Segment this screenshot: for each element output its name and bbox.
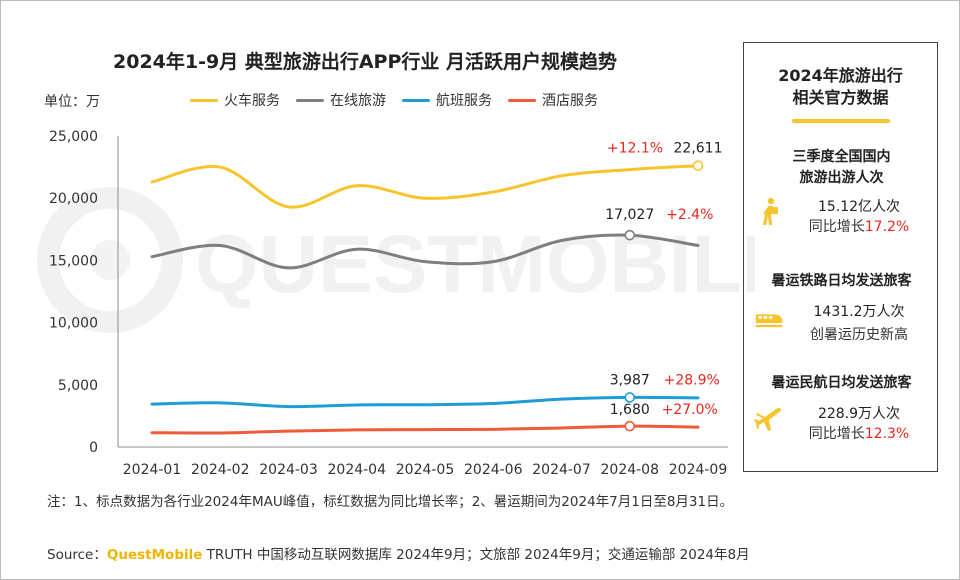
peak-marker-flight <box>624 392 636 403</box>
growth-label-flight: +28.9% <box>664 372 720 388</box>
side-panel-title-line2: 相关官方数据 <box>792 88 889 107</box>
series-line-online <box>150 233 700 270</box>
unit-label: 单位：万 <box>44 94 100 110</box>
side-panel-title-line1: 2024年旅游出行 <box>778 66 903 85</box>
legend-swatch-flight <box>402 98 430 102</box>
legend-label-hotel: 酒店服务 <box>542 93 598 109</box>
peak-value-label-hotel: 1,680 <box>610 402 650 418</box>
growth-label-online: +2.4% <box>666 207 713 223</box>
legend-label-online: 在线旅游 <box>330 93 386 109</box>
series-line-hotel <box>150 424 700 435</box>
y-tick-label: 0 <box>89 440 98 456</box>
side-panel-title: 2024年旅游出行 相关官方数据 <box>744 65 937 109</box>
stat-head-line2: 旅游出游人次 <box>799 170 884 186</box>
stat-rail-passengers-body: 1431.2万人次 创暑运历史新高 <box>744 298 939 344</box>
stat-domestic-trips-head: 三季度全国国内 旅游出游人次 <box>744 147 939 189</box>
stat-air-passengers-growth: 同比增长12.3% <box>789 423 929 443</box>
stat-air-passengers-head: 暑运民航日均发送旅客 <box>771 375 912 391</box>
chart-axes: 0 5,000 10,000 15,000 20,000 25,000 2024-01 202… <box>49 129 728 478</box>
growth-value: 17.2% <box>864 219 910 235</box>
series-line-flight <box>150 395 700 409</box>
stat-rail-passengers: 暑运铁路日均发送旅客 1431.2万人次 创暑运历史新高 <box>744 271 939 344</box>
y-tick-label: 10,000 <box>49 316 98 332</box>
stat-domestic-trips-growth: 同比增长17.2% <box>789 216 929 236</box>
series-line-train <box>150 164 700 209</box>
stat-domestic-trips-value: 15.12亿人次 <box>817 199 901 215</box>
legend-label-train: 火车服务 <box>224 93 280 109</box>
growth-value: 12.3% <box>864 426 910 442</box>
source-prefix: Source： <box>47 547 107 563</box>
legend: 火车服务 在线旅游 航班服务 酒店服务 <box>190 90 598 110</box>
stat-head-line1: 三季度全国国内 <box>792 149 891 165</box>
legend-swatch-online <box>296 98 324 102</box>
legend-item-online: 在线旅游 <box>296 90 386 110</box>
y-tick-label: 25,000 <box>49 129 98 145</box>
legend-swatch-train <box>190 98 218 102</box>
growth-prefix: 同比增长 <box>808 219 865 235</box>
x-tick-label: 2024-04 <box>328 462 387 478</box>
walking-person-icon <box>763 197 778 225</box>
stat-rail-passengers-value: 1431.2万人次 <box>813 304 905 320</box>
source-rest: TRUTH 中国移动互联网数据库 2024年9月；文旅部 2024年9月；交通运… <box>202 547 750 563</box>
y-tick-label: 5,000 <box>58 378 98 394</box>
x-tick-label: 2024-08 <box>601 462 660 478</box>
y-tick-label: 20,000 <box>49 191 98 207</box>
legend-label-flight: 航班服务 <box>436 93 492 109</box>
chart-title: 2024年1-9月 典型旅游出行APP行业 月活跃用户规模趋势 <box>113 51 617 73</box>
peak-value-label-flight: 3,987 <box>610 372 650 388</box>
stat-domestic-trips-body: 15.12亿人次 同比增长17.2% <box>744 193 939 239</box>
footnote: 注：1、标点数据为各行业2024年MAU峰值，标红数据为同比增长率；2、暑运期间… <box>47 494 734 510</box>
growth-label-train: +12.1% <box>607 141 663 157</box>
stat-air-passengers: 暑运民航日均发送旅客 228.9万人次 同比增长12.3% <box>744 373 939 446</box>
legend-item-flight: 航班服务 <box>402 90 492 110</box>
side-panel-accent-bar <box>791 119 890 123</box>
legend-swatch-hotel <box>508 98 536 102</box>
peak-value-label-online: 17,027 <box>605 207 654 223</box>
peak-marker-online <box>624 229 636 241</box>
train-icon <box>755 314 783 328</box>
x-tick-label: 2024-06 <box>464 462 523 478</box>
source-brand: QuestMobile <box>106 547 203 563</box>
legend-item-hotel: 酒店服务 <box>508 90 598 110</box>
airplane-icon <box>754 408 782 431</box>
peak-value-label-train: 22,611 <box>674 141 723 157</box>
x-tick-label: 2024-05 <box>396 462 455 478</box>
stat-domestic-trips: 三季度全国国内 旅游出游人次 15.12亿人次 同比增长17.2% <box>744 147 939 239</box>
x-tick-label: 2024-07 <box>532 462 591 478</box>
x-tick-label: 2024-02 <box>191 462 250 478</box>
peak-marker-hotel <box>624 420 636 432</box>
stat-rail-passengers-note: 创暑运历史新高 <box>810 327 908 343</box>
stat-rail-passengers-head: 暑运铁路日均发送旅客 <box>771 273 912 289</box>
chart-labels: 22,611 +12.1% 17,027 +2.4% 3,987 +28.9% 1,680 +… <box>605 141 723 432</box>
line-chart: 0 5,000 10,000 15,000 20,000 25,000 2024-01 202… <box>49 129 728 478</box>
x-tick-label: 2024-01 <box>123 462 182 478</box>
growth-prefix: 同比增长 <box>808 426 865 442</box>
x-tick-label: 2024-03 <box>259 462 318 478</box>
chart-series <box>150 164 700 435</box>
legend-item-train: 火车服务 <box>190 90 280 110</box>
stat-air-passengers-body: 228.9万人次 同比增长12.3% <box>744 400 939 446</box>
growth-label-hotel: +27.0% <box>662 402 718 418</box>
stat-air-passengers-value: 228.9万人次 <box>817 406 901 422</box>
side-panel: 2024年旅游出行 相关官方数据 三季度全国国内 旅游出游人次 15.12亿人次… <box>743 42 938 472</box>
source-line: Source：QuestMobile TRUTH 中国移动互联网数据库 2024… <box>47 543 750 563</box>
y-tick-label: 15,000 <box>49 253 98 269</box>
x-tick-label: 2024-09 <box>669 462 728 478</box>
peak-marker-train <box>692 160 704 172</box>
